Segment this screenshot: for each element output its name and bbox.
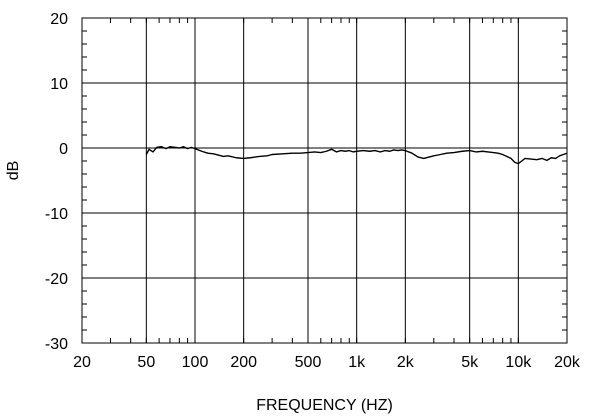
response-curve: [145, 146, 568, 165]
x-tick-label: 50: [137, 354, 155, 371]
y-tick-label: 0: [59, 141, 68, 158]
x-tick-label: 1k: [348, 354, 366, 371]
x-tick-label: 5k: [461, 354, 479, 371]
x-tick-label: 20: [73, 354, 91, 371]
x-tick-label: 200: [230, 354, 257, 371]
x-tick-label: 10k: [505, 354, 532, 371]
minor-ticks: [82, 18, 567, 343]
y-tick-label: -20: [45, 271, 68, 288]
x-tick-label: 500: [295, 354, 322, 371]
plot-frame: [81, 17, 568, 344]
series-layer: [145, 146, 568, 165]
y-tick-label: 20: [50, 11, 68, 28]
y-tick-label: -10: [45, 206, 68, 223]
x-axis-title: FREQUENCY (HZ): [256, 397, 393, 414]
y-tick-label: 10: [50, 76, 68, 93]
x-tick-label: 2k: [397, 354, 415, 371]
y-axis-title: dB: [5, 161, 22, 181]
grid-lines: [82, 18, 567, 343]
y-tick-label: -30: [45, 336, 68, 353]
x-tick-label: 20k: [554, 354, 581, 371]
x-tick-label: 100: [182, 354, 209, 371]
